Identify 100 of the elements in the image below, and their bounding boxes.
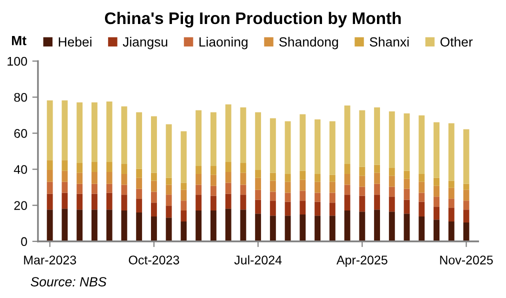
bar	[314, 202, 321, 216]
bar	[196, 166, 202, 174]
bar	[121, 164, 128, 174]
bar	[388, 111, 395, 168]
bar	[196, 184, 202, 195]
x-tick-label: Apr-2025	[336, 256, 388, 267]
bar	[240, 210, 246, 242]
bar	[463, 190, 470, 201]
bar	[255, 178, 262, 190]
bar	[329, 182, 336, 193]
bar	[76, 210, 83, 242]
bar	[196, 194, 202, 211]
bar	[448, 198, 454, 208]
bar	[210, 210, 216, 242]
bar	[434, 178, 440, 186]
bar	[166, 194, 172, 206]
bar	[166, 206, 172, 218]
bar	[180, 182, 187, 190]
bar	[300, 114, 306, 171]
bar	[434, 186, 440, 197]
bar	[270, 192, 276, 201]
bar	[196, 174, 202, 185]
bar	[225, 162, 232, 172]
bar	[240, 107, 246, 163]
bar	[136, 112, 142, 169]
bar	[314, 192, 321, 202]
bar	[359, 110, 366, 167]
x-tick-label: Oct-2023	[128, 256, 180, 264]
bar	[418, 192, 425, 202]
bar	[91, 184, 98, 194]
bar	[121, 184, 128, 195]
bar	[76, 172, 83, 184]
bar	[404, 214, 410, 242]
bar	[121, 210, 128, 242]
bar	[388, 196, 395, 212]
bar	[240, 194, 246, 210]
bar	[284, 192, 291, 202]
bar	[196, 210, 202, 242]
bar	[180, 190, 187, 201]
chart-title: China's Pig Iron Production by Month	[104, 12, 401, 28]
bar	[418, 174, 425, 182]
bar	[404, 200, 410, 214]
bar	[255, 170, 262, 178]
bar	[240, 184, 246, 195]
bar	[418, 202, 425, 216]
bar	[255, 214, 262, 242]
bar	[300, 200, 306, 215]
bar	[329, 202, 336, 216]
bar	[344, 164, 350, 174]
bar	[46, 100, 53, 160]
bar	[448, 123, 454, 181]
bar	[180, 210, 187, 222]
legend-label: Shandong	[279, 36, 338, 50]
bar	[329, 121, 336, 175]
y-tick-label: 20	[14, 201, 28, 210]
bar	[106, 172, 112, 184]
bar	[448, 188, 454, 199]
bar	[225, 208, 232, 242]
bar	[121, 106, 128, 164]
bar	[374, 184, 380, 195]
bar	[150, 202, 157, 216]
bar	[284, 182, 291, 193]
bar	[62, 170, 68, 182]
legend-label: Jiangsu	[122, 36, 168, 50]
x-tick-label: Mar-2023	[24, 256, 76, 264]
bar	[46, 194, 53, 210]
bar	[270, 180, 276, 192]
bar	[359, 212, 366, 242]
bar	[255, 112, 262, 170]
bar	[404, 178, 410, 189]
bar	[284, 202, 291, 216]
bar	[62, 192, 68, 209]
bar	[270, 118, 276, 173]
bar	[270, 200, 276, 216]
bar	[374, 107, 380, 165]
bar	[76, 184, 83, 194]
bar	[106, 192, 112, 210]
bar	[344, 210, 350, 242]
bar	[404, 188, 410, 200]
bar	[344, 105, 350, 164]
bar	[210, 186, 216, 196]
bar	[300, 180, 306, 191]
y-tick-label: 60	[14, 129, 28, 138]
bar	[91, 210, 98, 242]
bar	[106, 101, 112, 162]
bar	[196, 110, 202, 166]
bar	[166, 178, 172, 185]
bar	[150, 216, 157, 242]
bar	[300, 190, 306, 201]
bar	[150, 116, 157, 173]
bar	[434, 196, 440, 207]
bar	[62, 160, 68, 171]
legend-label: Other	[440, 36, 473, 47]
bar	[136, 188, 142, 199]
bar	[448, 222, 454, 242]
bar	[404, 170, 410, 179]
bar	[91, 172, 98, 184]
bar	[91, 162, 98, 172]
bar	[418, 115, 425, 174]
bar	[46, 160, 53, 170]
